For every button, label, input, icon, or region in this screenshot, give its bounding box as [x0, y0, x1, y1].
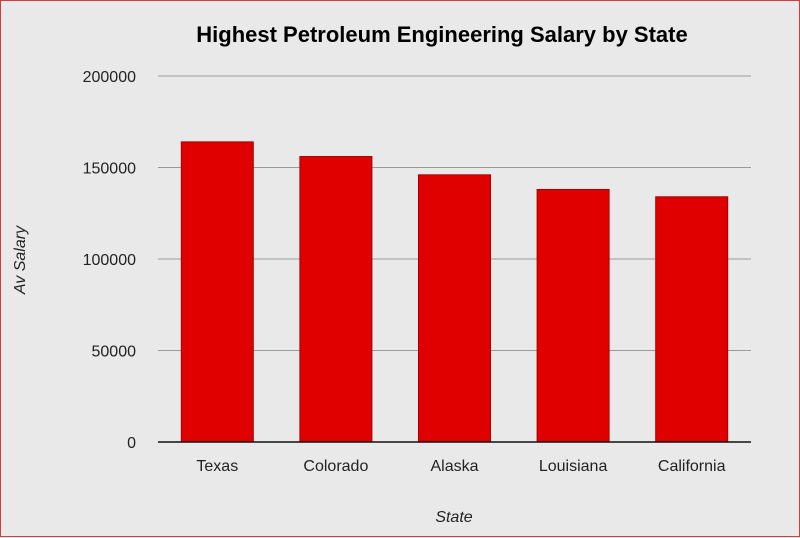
y-tick-label: 200000	[83, 69, 136, 86]
y-tick-labels: 0 50000 100000 150000 200000	[83, 69, 136, 452]
x-tick-label: Louisiana	[539, 458, 608, 475]
x-tick-label: Alaska	[430, 458, 478, 475]
x-tick-label: California	[658, 458, 726, 475]
bar-colorado	[299, 156, 373, 443]
y-tick-label: 0	[127, 435, 136, 452]
y-axis-label: Av Salary	[12, 225, 29, 295]
chart-title: Highest Petroleum Engineering Salary by …	[196, 22, 687, 47]
bars	[180, 141, 729, 443]
bar-louisiana	[536, 188, 610, 443]
x-tick-label: Colorado	[303, 458, 368, 475]
bar-texas	[180, 141, 254, 443]
y-tick-label: 50000	[92, 344, 137, 361]
bar-california	[655, 196, 729, 443]
bar-alaska	[418, 174, 491, 443]
x-tick-labels: Texas Colorado Alaska Louisiana California	[196, 458, 725, 475]
x-tick-label: Texas	[196, 458, 238, 475]
y-tick-label: 150000	[83, 161, 136, 178]
x-axis-label: State	[435, 509, 472, 526]
y-tick-label: 100000	[83, 252, 136, 269]
